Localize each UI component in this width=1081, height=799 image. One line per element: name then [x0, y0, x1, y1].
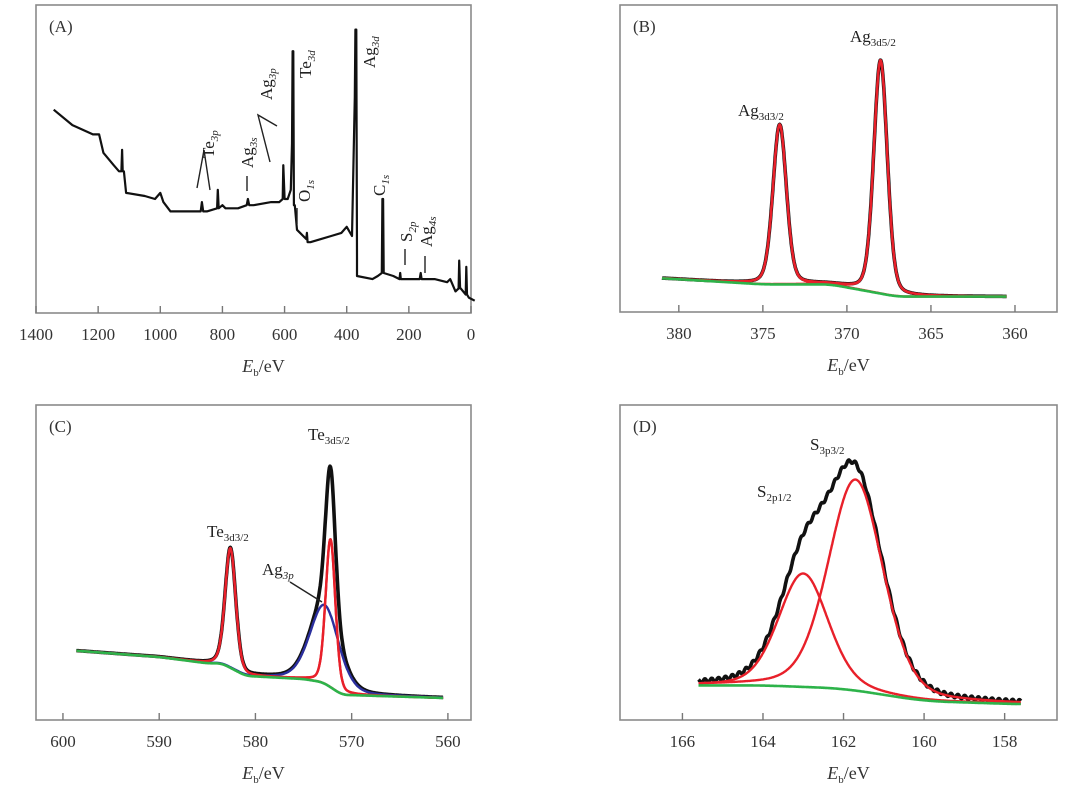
x-tick-label: 360	[1002, 324, 1028, 343]
annotation-ag3p-c: Ag3p	[262, 560, 294, 582]
leader-ag3p	[256, 113, 278, 163]
x-axis-label: Eb/eV	[241, 763, 285, 786]
panel-label: (A)	[49, 17, 73, 36]
annotation-c1s: C1s	[370, 175, 392, 196]
plot-frame	[619, 404, 1058, 721]
annotation-ag3s: Ag3s	[238, 137, 260, 168]
background-line	[75, 649, 444, 700]
x-tick-label: 560	[435, 732, 461, 751]
annotation-o1s: O1s	[295, 180, 317, 202]
x-tick-label: 380	[666, 324, 692, 343]
annotation-s2p1-2: S2p1/2	[757, 482, 792, 504]
annotation-ag4s: Ag4s	[417, 216, 439, 247]
x-tick-label: 580	[243, 732, 269, 751]
x-tick-label: 570	[339, 732, 365, 751]
x-tick-label: 600	[272, 325, 298, 344]
x-tick-label: 162	[831, 732, 857, 751]
measured-spectrum-line	[697, 458, 1023, 706]
x-tick-label: 370	[834, 324, 860, 343]
annotation-s2p: S2p	[397, 221, 419, 242]
background-line	[661, 277, 1008, 298]
fit-envelope-line	[75, 538, 444, 699]
fit-envelope-line	[661, 59, 1008, 298]
panel-b: 380 375 370 365 360 Eb/eV (B)	[619, 4, 1058, 378]
annotation-te3d3-2: Te3d3/2	[207, 522, 249, 544]
plot-frame	[35, 4, 472, 314]
x-axis-label: Eb/eV	[241, 356, 285, 379]
panel-d: 166 164 162 160 158 Eb/eV (D)	[619, 404, 1058, 786]
ag3p-component-line	[75, 603, 444, 699]
annotation-s3p3-2: S3p3/2	[810, 435, 845, 457]
fit-component-line	[697, 478, 1022, 704]
plot-frame	[619, 4, 1058, 313]
panel-label: (B)	[633, 17, 656, 36]
x-tick-label: 800	[210, 325, 236, 344]
x-tick-label: 158	[992, 732, 1018, 751]
panel-a-annotations: Te3p Ag3s Ag3p Te3d O1s Ag3d C1s S2p Ag4…	[196, 36, 439, 273]
survey-spectrum-line	[53, 28, 476, 302]
x-tick-label: 400	[334, 325, 360, 344]
x-tick-label: 166	[670, 732, 696, 751]
annotation-ag3d: Ag3d	[360, 36, 382, 68]
annotation-ag3d5-2: Ag3d5/2	[850, 27, 896, 49]
annotation-te3d: Te3d	[296, 50, 318, 78]
measured-spectrum-line	[75, 464, 445, 700]
leader-te3p	[196, 149, 211, 191]
leader-ag3p-c	[289, 581, 323, 603]
x-tick-label: 590	[146, 732, 172, 751]
panel-a: 1400 1200 1000 800 600 400 200 0 Eb/eV (A)	[19, 4, 476, 379]
background-line	[697, 684, 1022, 706]
x-tick-label: 200	[396, 325, 422, 344]
x-tick-label: 600	[50, 732, 76, 751]
x-tick-label: 1000	[143, 325, 177, 344]
annotation-te3d5-2: Te3d5/2	[308, 425, 350, 447]
panel-label: (D)	[633, 417, 657, 436]
x-axis-label: Eb/eV	[826, 355, 870, 378]
panel-label: (C)	[49, 417, 72, 436]
annotation-ag3d3-2: Ag3d3/2	[738, 101, 784, 123]
x-tick-label: 1200	[81, 325, 115, 344]
x-tick-label: 160	[911, 732, 937, 751]
fit-component-line	[661, 123, 1008, 298]
x-tick-label: 365	[918, 324, 944, 343]
x-tick-label: 0	[467, 325, 476, 344]
annotation-ag3p: Ag3p	[257, 68, 279, 100]
panel-c: 600 590 580 570 560 Eb/eV (C)	[35, 404, 472, 786]
x-tick-label: 164	[750, 732, 776, 751]
measured-spectrum-line	[660, 58, 1008, 299]
x-tick-label: 1400	[19, 325, 53, 344]
x-axis-label: Eb/eV	[826, 763, 870, 786]
x-tick-label: 375	[750, 324, 776, 343]
fit-component-line	[697, 572, 1022, 705]
annotation-te3p: Te3p	[199, 130, 221, 158]
plot-frame	[35, 404, 472, 721]
fit-component-line	[661, 59, 1008, 298]
